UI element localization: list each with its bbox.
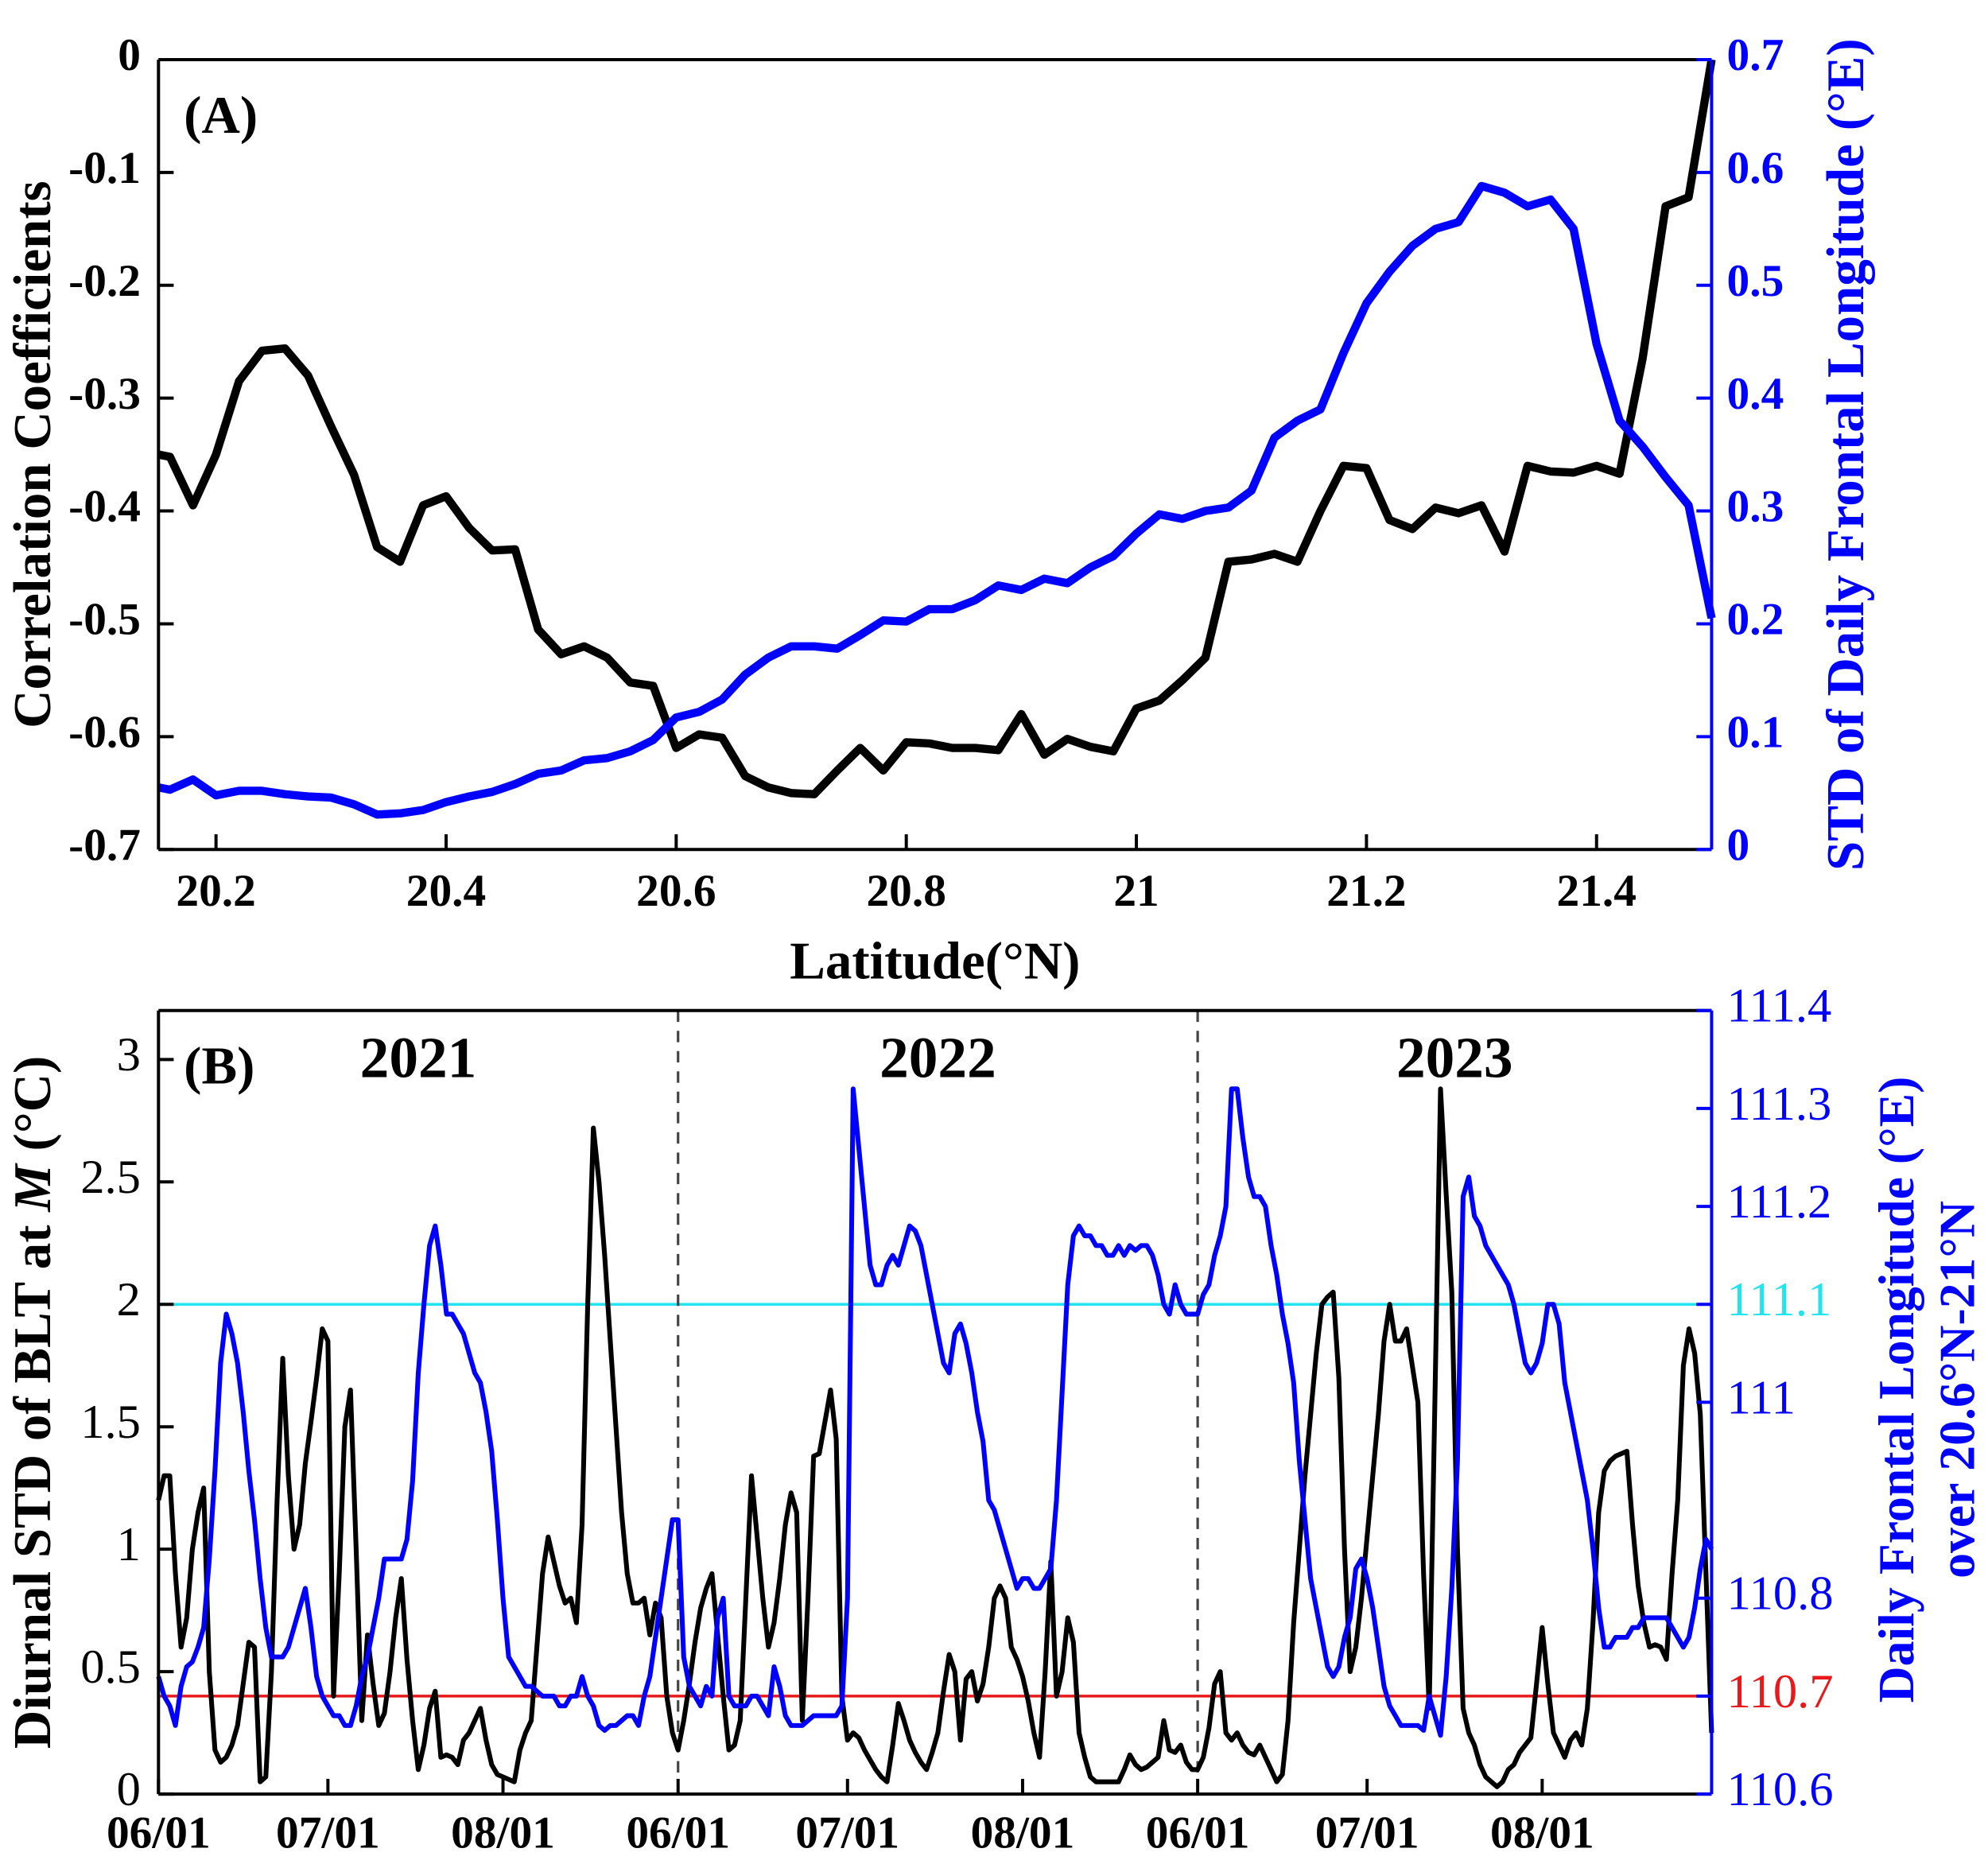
panel-label: (A) xyxy=(184,86,258,145)
y-tick-label: -0.5 xyxy=(68,595,141,645)
y-axis-label: Diurnal STD of BLT at M (°C) xyxy=(3,1056,62,1749)
y-axis-label-part: (°C) xyxy=(3,1056,62,1164)
x-axis-label: Latitude(°N) xyxy=(790,931,1080,990)
x-tick-label: 20.8 xyxy=(866,866,945,916)
y2-tick-label: 110.8 xyxy=(1727,1567,1834,1621)
y-tick-label: 0 xyxy=(118,30,141,80)
y-axis-label-part: M xyxy=(3,1163,62,1213)
x-tick-label: 07/01 xyxy=(1315,1808,1419,1858)
x-tick-label: 20.2 xyxy=(176,866,255,916)
y2-tick-label: 111.4 xyxy=(1727,980,1832,1033)
y-tick-label: 1.5 xyxy=(80,1396,141,1449)
x-tick-label: 07/01 xyxy=(276,1808,380,1858)
x-tick-label: 07/01 xyxy=(795,1808,899,1858)
period-label: 2021 xyxy=(360,1026,477,1090)
y-tick-label: 0.5 xyxy=(80,1641,141,1694)
series-line xyxy=(156,1086,1714,1738)
y-tick-label: -0.4 xyxy=(68,482,141,532)
y-tick-label: -0.1 xyxy=(68,143,141,193)
y-tick-label: -0.2 xyxy=(68,256,141,306)
x-tick-label: 08/01 xyxy=(1490,1808,1594,1858)
y2-tick-label: 0.5 xyxy=(1727,256,1784,306)
y-tick-label: 2 xyxy=(117,1273,141,1326)
x-tick-label: 20.6 xyxy=(636,866,716,916)
x-tick-label: 06/01 xyxy=(107,1808,211,1858)
y2-tick-label: 111.3 xyxy=(1727,1078,1832,1131)
y2-tick-label: 110.6 xyxy=(1727,1763,1834,1816)
x-tick-label: 20.4 xyxy=(406,866,486,916)
panel-label: (B) xyxy=(184,1037,254,1096)
y-tick-label: -0.6 xyxy=(68,708,141,758)
x-tick-label: 21.2 xyxy=(1326,866,1406,916)
y-tick-label: 2.5 xyxy=(80,1151,141,1204)
y2-axis-label: STD of Daily Frontal Longitude (°E) xyxy=(1816,38,1875,871)
y2-tick-label: 0.1 xyxy=(1727,708,1784,758)
y2-tick-label: 111.1 xyxy=(1727,1273,1832,1326)
y-tick-label: 3 xyxy=(117,1028,141,1081)
y2-tick-label: 110.7 xyxy=(1727,1665,1834,1718)
y2-tick-label: 0.7 xyxy=(1727,30,1784,80)
y-axis-label-part: Diurnal STD of BLT at xyxy=(3,1212,62,1749)
y2-tick-label: 111 xyxy=(1727,1371,1796,1424)
series-line xyxy=(156,1086,1714,1789)
y-axis-label: Correlation Coefficients xyxy=(3,181,62,728)
x-tick-label: 08/01 xyxy=(451,1808,555,1858)
y2-axis-label: over 20.6°N-21°N xyxy=(1929,1201,1986,1578)
y-tick-label: 0 xyxy=(117,1763,141,1816)
x-tick-label: 21.4 xyxy=(1557,866,1637,916)
y2-tick-label: 0.3 xyxy=(1727,482,1784,532)
y2-tick-label: 0.6 xyxy=(1727,143,1784,193)
y-tick-label: -0.7 xyxy=(68,820,141,870)
period-label: 2022 xyxy=(879,1026,996,1090)
x-tick-label: 06/01 xyxy=(1146,1808,1250,1858)
y-tick-label: -0.3 xyxy=(68,369,141,419)
y-tick-label: 1 xyxy=(117,1518,141,1571)
series-line xyxy=(157,59,1716,798)
series-line xyxy=(157,181,1716,819)
x-tick-label: 21 xyxy=(1113,866,1159,916)
y2-tick-label: 111.2 xyxy=(1727,1175,1832,1229)
period-label: 2023 xyxy=(1396,1026,1513,1090)
x-tick-label: 08/01 xyxy=(971,1808,1075,1858)
x-tick-label: 06/01 xyxy=(626,1808,730,1858)
y2-tick-label: 0.4 xyxy=(1727,369,1784,419)
y2-tick-label: 0 xyxy=(1727,820,1750,870)
y2-axis-label: Daily Frontal Longitude (°E) xyxy=(1868,1077,1924,1703)
y2-tick-label: 0.2 xyxy=(1727,595,1784,645)
